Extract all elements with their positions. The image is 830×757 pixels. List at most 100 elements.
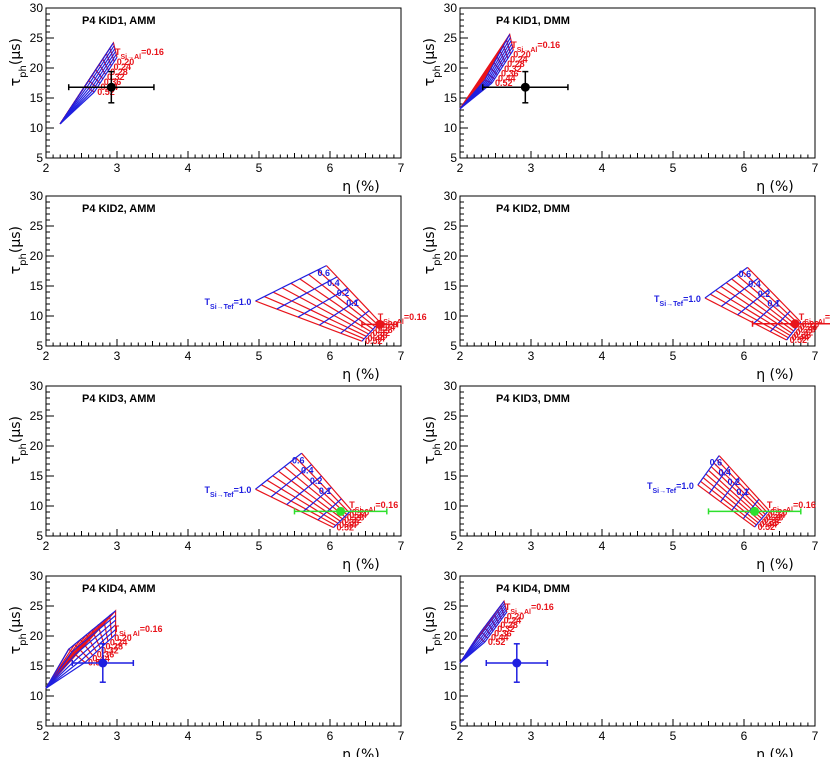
x-tick-label: 4: [185, 729, 192, 743]
tef-grid-line: [769, 310, 791, 333]
al-grid-line: [716, 458, 768, 513]
x-axis-title: η (%): [342, 179, 380, 195]
x-tick-label: 4: [599, 729, 606, 743]
y-tick-label: 25: [30, 31, 44, 45]
y-axis-title: τph(μs): [8, 416, 29, 464]
al-label: 0.20: [802, 320, 820, 330]
x-tick-label: 6: [327, 161, 334, 175]
tef-grid-line: [753, 299, 780, 324]
al-label: 0.44: [760, 520, 778, 530]
al-label-first: TSi→Al=0.16: [505, 602, 554, 616]
plot-frame: [459, 575, 816, 727]
tef-label: 0.4: [748, 279, 761, 289]
tef-label: 0.1: [767, 299, 780, 309]
tef-label-last: TSi→Tef=1.0: [205, 485, 252, 499]
x-tick-label: 4: [185, 161, 192, 175]
al-label: 0.32: [497, 624, 515, 634]
x-tick-label: 7: [812, 729, 819, 743]
measurement-point: [481, 70, 569, 104]
al-grid-line: [299, 278, 374, 330]
x-tick-label: 3: [114, 539, 121, 553]
tef-grid-line: [68, 610, 116, 650]
al-label: 0.44: [367, 333, 385, 343]
chart-panel-2: 2 3 4 5 6 7 5 10 15 20 25 30 η (%) τph(μs) P4 KID1, DM…: [422, 1, 819, 195]
x-tick-label: 3: [114, 161, 121, 175]
tef-grid-line: [84, 633, 116, 663]
al-grid-line: [264, 296, 365, 340]
al-grid-line: [281, 287, 369, 335]
al-label: 0.36: [104, 77, 122, 87]
al-grid-line: [289, 461, 348, 515]
tef-label: 0.2: [310, 476, 323, 486]
al-label: 0.44: [792, 332, 810, 342]
tef-label: 0.6: [318, 268, 331, 278]
tef-label: 0.4: [719, 467, 732, 477]
panel-title: P4 KID4, DMM: [496, 583, 570, 595]
measurement-point: [67, 70, 155, 104]
al-label: 0.28: [798, 325, 816, 335]
al-grid-line: [725, 282, 795, 332]
y-tick-label: 20: [30, 629, 44, 643]
chart-panel-5: 2 3 4 5 6 7 5 10 15 20 25 30 η (%) τph(μs) P4 KID3, AM…: [8, 379, 405, 573]
measurement-point: [361, 319, 399, 329]
al-label: 0.20: [117, 57, 135, 67]
al-label: 0.36: [97, 649, 115, 659]
y-tick-label: 25: [444, 599, 458, 613]
data-marker: [520, 82, 530, 92]
al-label: 0.36: [370, 331, 388, 341]
chart-panel-4: 2 3 4 5 6 7 5 10 15 20 25 30 η (%) τph(μs) P4 KID2, DM…: [422, 189, 830, 383]
al-label: 0.36: [342, 518, 360, 528]
y-tick-label: 5: [450, 529, 457, 543]
panel-title: P4 KID1, AMM: [82, 15, 156, 27]
al-label: 0.44: [498, 73, 516, 83]
x-tick-label: 7: [398, 161, 405, 175]
al-label: 0.24: [504, 616, 522, 626]
tef-label: 0.6: [292, 455, 305, 465]
tef-grid-line: [45, 651, 73, 689]
y-tick-label: 20: [444, 61, 458, 75]
tef-grid-line: [317, 498, 342, 521]
data-marker: [512, 658, 522, 668]
panel-title: P4 KID4, AMM: [82, 583, 156, 595]
chart-panel-1: 2 3 4 5 6 7 5 10 15 20 25 30 η (%) τph(μs) P4 KID1, AM…: [8, 1, 405, 195]
al-grid-line: [272, 291, 367, 337]
data-marker: [375, 319, 385, 329]
tef-label: 0.1: [736, 487, 749, 497]
y-tick-label: 20: [444, 629, 458, 643]
al-grid-line: [295, 457, 350, 513]
al-label: 0.28: [110, 67, 128, 77]
tef-grid-line: [478, 602, 506, 638]
tef-grid-line: [487, 40, 512, 82]
tef-grid-line: [484, 611, 508, 643]
x-tick-label: 3: [528, 349, 535, 363]
al-label-first: TSi→Al=0.16: [799, 312, 830, 326]
x-axis-title: η (%): [756, 747, 794, 757]
y-tick-label: 20: [444, 249, 458, 263]
al-label-first: TSi→Al=0.16: [767, 500, 816, 514]
model-grid: [59, 41, 118, 125]
al-grid-line: [283, 466, 346, 518]
x-axis-title: η (%): [756, 179, 794, 195]
y-tick-label: 5: [36, 151, 43, 165]
al-label: 0.36: [501, 69, 519, 79]
al-label-first: TSi→Al=0.16: [378, 312, 427, 326]
x-tick-label: 4: [599, 349, 606, 363]
y-tick-label: 25: [30, 219, 44, 233]
y-tick-label: 30: [30, 189, 44, 203]
al-grid-line: [301, 452, 352, 511]
y-axis-title: τph(μs): [8, 38, 29, 86]
tef-grid-line: [45, 661, 86, 689]
y-axis-title: τph(μs): [422, 416, 443, 464]
al-label: 0.24: [349, 510, 367, 520]
y-tick-label: 15: [444, 91, 458, 105]
al-label: 0.32: [101, 645, 119, 655]
al-label: 0.36: [794, 330, 812, 340]
al-label: 0.20: [770, 508, 788, 518]
y-tick-label: 25: [444, 409, 458, 423]
al-grid-line: [709, 293, 789, 339]
y-tick-label: 20: [444, 439, 458, 453]
y-tick-label: 5: [36, 339, 43, 353]
tef-grid-line: [697, 455, 720, 486]
measurement-point: [707, 506, 802, 516]
tef-grid-line: [491, 49, 514, 84]
